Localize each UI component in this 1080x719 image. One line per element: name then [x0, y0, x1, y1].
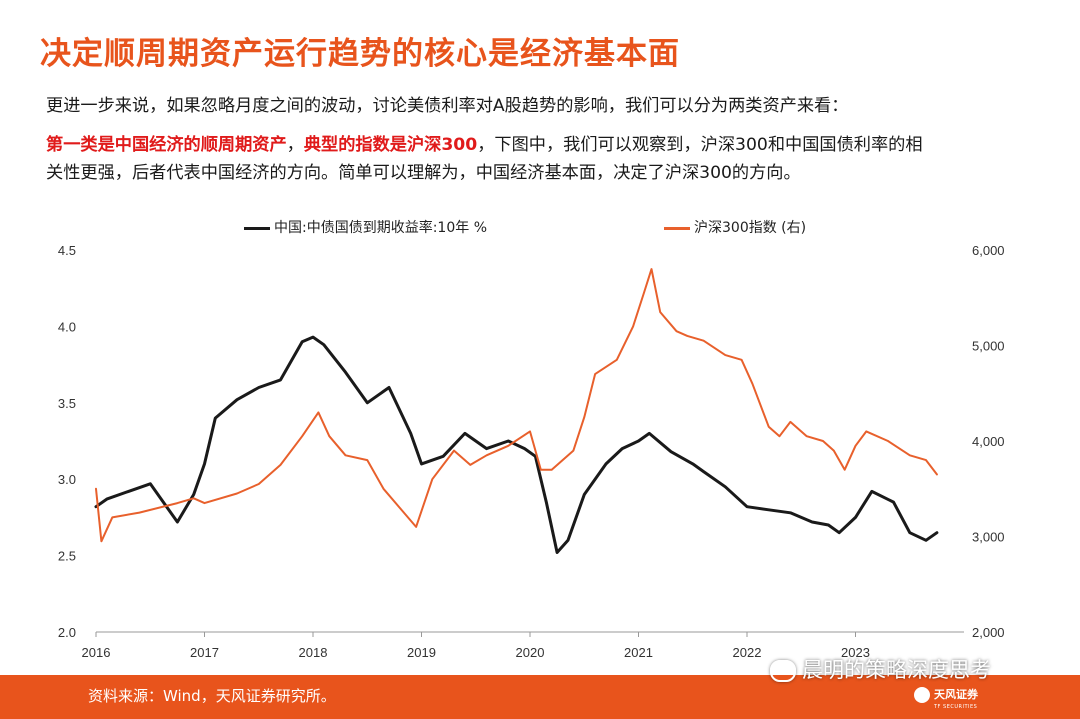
y-left-tick-label: 2.5	[58, 549, 76, 564]
y-right-tick-label: 4,000	[972, 434, 1005, 449]
dual-axis-line-chart: 2016 2017 2018 2019 2020 2021 2022 2023 2.0 2.5 3.…	[58, 243, 1005, 660]
legend-swatch-csi300	[664, 226, 690, 230]
series-line-csi300	[95, 268, 938, 543]
x-tick-label: 2016	[82, 645, 111, 660]
x-tick-label: 2018	[299, 645, 328, 660]
watermark: 晨明的策略深度思考	[770, 654, 991, 684]
footer-bar: 资料来源：Wind，天风证券研究所。	[0, 675, 1080, 719]
x-tick-label: 2019	[407, 645, 436, 660]
legend-swatch-bond-yield	[244, 226, 270, 230]
legend-item-csi300: 沪深300指数 (右)	[664, 217, 806, 237]
y-left-tick-label: 2.0	[58, 625, 76, 640]
y-right-tick-label: 2,000	[972, 625, 1005, 640]
x-tick-label: 2022	[733, 645, 762, 660]
legend-item-bond-yield: 中国:中债国债到期收益率:10年 %	[244, 217, 487, 237]
watermark-text: 晨明的策略深度思考	[802, 658, 991, 682]
x-tick-label: 2017	[190, 645, 219, 660]
logo-text: 天风证券	[934, 688, 978, 701]
legend-label-csi300: 沪深300指数 (右)	[694, 220, 807, 236]
footer-source: 资料来源：Wind，天风证券研究所。	[88, 687, 336, 705]
wechat-icon	[770, 660, 796, 682]
highlight-paragraph: 第一类是中国经济的顺周期资产，典型的指数是沪深300，下图中，我们可以观察到，沪…	[46, 130, 923, 160]
company-logo: 天风证券	[914, 686, 978, 703]
y-left-tick-label: 4.5	[58, 243, 76, 258]
y-left-tick-label: 3.0	[58, 472, 76, 487]
x-tick-label: 2023	[841, 645, 870, 660]
y-left-tick-label: 3.5	[58, 396, 76, 411]
series-line-bond-yield	[94, 335, 939, 554]
intro-paragraph: 更进一步来说，如果忽略月度之间的波动，讨论美债利率对A股趋势的影响，我们可以分为…	[46, 96, 849, 116]
x-tick-label: 2020	[516, 645, 545, 660]
y-right-tick-label: 5,000	[972, 339, 1005, 354]
y-right-tick-label: 6,000	[972, 243, 1005, 258]
y-left-tick-label: 4.0	[58, 319, 76, 334]
legend-label-bond-yield: 中国:中债国债到期收益率:10年 %	[274, 220, 488, 236]
logo-subtext: TF SECURITIES	[934, 704, 978, 710]
highlight-cyclical-assets: 第一类是中国经济的顺周期资产	[46, 135, 287, 155]
highlight-comma: ，	[286, 135, 304, 155]
logo-mark-icon	[914, 687, 930, 703]
y-right-tick-label: 3,000	[972, 530, 1005, 545]
highlight-csi300: 典型的指数是沪深300	[303, 135, 478, 155]
conclusion-paragraph: 关性更强，后者代表中国经济的方向。简单可以理解为，中国经济基本面，决定了沪深30…	[46, 163, 801, 183]
x-tick-label: 2021	[624, 645, 653, 660]
highlight-rest: ，下图中，我们可以观察到，沪深300和中国国债利率的相	[477, 135, 923, 155]
page-title: 决定顺周期资产运行趋势的核心是经济基本面	[40, 36, 680, 72]
